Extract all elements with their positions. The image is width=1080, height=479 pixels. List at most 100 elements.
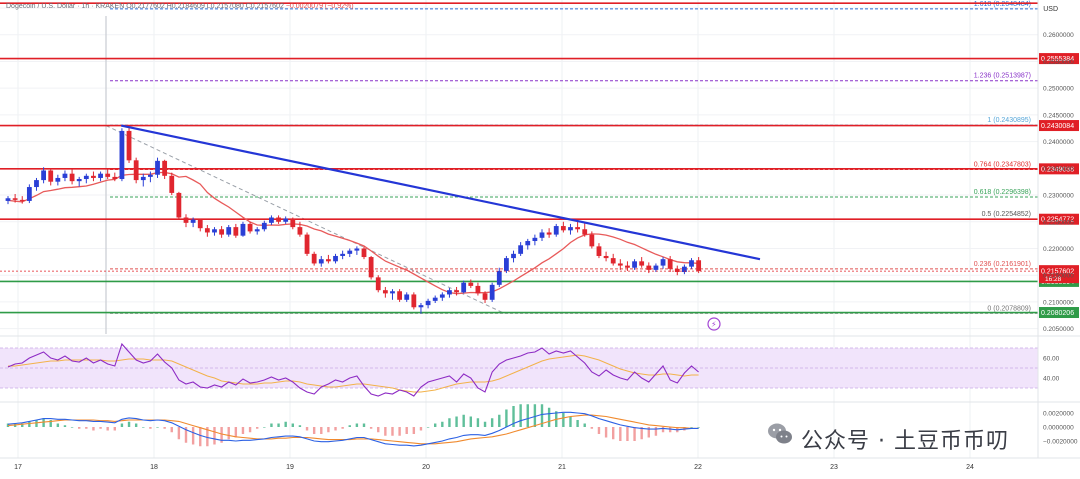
resistance-label-4: 0.2254772 <box>1041 217 1074 224</box>
candle-body-88 <box>632 261 637 268</box>
macd-hist-2 <box>21 423 24 427</box>
resistance-tag-3 <box>1039 163 1079 175</box>
macd-hist-56 <box>405 427 408 434</box>
candle-body-13 <box>98 173 103 178</box>
candle-body-70 <box>504 258 509 271</box>
candle-body-7 <box>55 177 61 182</box>
macd-hist-97 <box>697 427 700 428</box>
candle-body-68 <box>489 284 495 300</box>
candle-body-61 <box>439 294 445 298</box>
macd-hist-40 <box>291 423 294 427</box>
candle-body-26 <box>190 219 196 223</box>
candle-body-84 <box>603 255 609 259</box>
time-tick-20: 20 <box>422 464 430 471</box>
time-tick-19: 19 <box>286 464 294 471</box>
time-tick-22: 22 <box>694 464 702 471</box>
macd-hist-21 <box>156 427 159 428</box>
candle-body-28 <box>204 228 210 233</box>
macd-hist-16 <box>120 423 124 427</box>
candle-body-12 <box>91 175 96 178</box>
candle-body-42 <box>304 234 310 254</box>
candle-body-38 <box>276 217 281 222</box>
time-tick-24: 24 <box>966 464 974 471</box>
price-tick-4: 0.2450000 <box>1043 112 1074 119</box>
candle-body-8 <box>62 173 68 178</box>
rsi-panel: 60.00 40.00 <box>0 335 1080 403</box>
macd-hist-60 <box>434 423 437 427</box>
macd-hist-50 <box>362 423 366 427</box>
candle-body-53 <box>382 290 388 294</box>
macd-panel: 0.0020000 0.0000000 −0.0020000 <box>0 404 1080 459</box>
watermark: 公众号 · 土豆币币叨 <box>801 429 1009 454</box>
macd-hist-59 <box>426 427 430 428</box>
candle-body-96 <box>689 260 694 267</box>
candle-body-22 <box>162 160 168 176</box>
macd-hist-22 <box>163 427 166 429</box>
macd-hist-37 <box>270 423 273 427</box>
price-tick-12: 0.2050000 <box>1043 326 1074 333</box>
candle-body-64 <box>461 282 467 293</box>
candlesticks <box>5 126 702 314</box>
macd-hist-32 <box>234 427 238 438</box>
price-tick-9: 0.2200000 <box>1043 246 1074 253</box>
macd-hist-76 <box>547 407 551 427</box>
candle-body-1 <box>12 198 18 200</box>
candle-body-44 <box>318 259 324 264</box>
macd-hist-54 <box>391 427 394 436</box>
macd-hist-88 <box>633 427 636 441</box>
candle-body-30 <box>219 229 224 235</box>
chart-grid <box>0 0 1038 458</box>
fib-label-7: 0 (0.2078809) <box>987 305 1031 312</box>
candle-body-43 <box>311 253 317 264</box>
candle-body-95 <box>682 266 687 273</box>
macd-hist-20 <box>149 427 152 429</box>
macd-line <box>7 411 699 447</box>
horizontal-levels[interactable]: 0.2555384 0.2430084 0.2349038 0.2254772 0.21… <box>0 2 1079 319</box>
candle-body-15 <box>112 176 118 180</box>
macd-hist-38 <box>277 423 280 427</box>
candle-body-45 <box>326 259 331 262</box>
macd-hist-30 <box>220 427 223 443</box>
candle-body-87 <box>625 265 630 268</box>
candle-body-97 <box>696 260 702 271</box>
candle-body-46 <box>333 255 338 262</box>
macd-hist-96 <box>690 427 693 428</box>
macd-hist-19 <box>142 427 145 428</box>
time-axis[interactable]: 17 18 19 20 21 22 23 24 <box>14 464 974 471</box>
macd-hist-35 <box>256 427 259 429</box>
macd-hist-90 <box>647 427 650 438</box>
rsi-tick-60: 60.00 <box>1043 356 1060 363</box>
candle-body-37 <box>269 217 274 223</box>
candle-body-94 <box>674 268 680 273</box>
candle-body-0 <box>5 198 11 201</box>
macd-hist-42 <box>305 427 309 431</box>
trend-lines[interactable] <box>120 124 761 261</box>
fib-label-4: 0.618 (0.2296398) <box>974 189 1031 196</box>
time-tick-21: 21 <box>558 464 566 471</box>
macd-hist-49 <box>355 423 359 427</box>
candle-body-77 <box>553 226 559 235</box>
candle-body-79 <box>568 227 573 231</box>
candle-body-3 <box>26 187 32 201</box>
candle-body-10 <box>76 179 82 182</box>
macd-hist-74 <box>533 404 537 427</box>
candle-body-60 <box>432 297 438 301</box>
macd-hist-33 <box>241 427 245 434</box>
macd-hist-48 <box>348 425 351 427</box>
price-tick-11: 0.2100000 <box>1043 299 1074 306</box>
rsi-line <box>7 342 699 397</box>
time-tick-18: 18 <box>150 464 158 471</box>
price-tick-3: 0.2500000 <box>1043 86 1074 93</box>
macd-hist-53 <box>384 427 387 436</box>
alert-icon-glyph: ⚡ <box>711 320 717 329</box>
candle-body-56 <box>404 294 410 300</box>
macd-hist-63 <box>455 416 458 427</box>
fib-label-0: 1.618 (0.2648484) <box>974 1 1031 8</box>
macd-hist-12 <box>92 427 95 431</box>
support-tag-1 <box>1039 307 1079 319</box>
macd-hist-92 <box>661 427 665 433</box>
candle-body-82 <box>589 234 595 247</box>
macd-hist-62 <box>448 418 451 427</box>
